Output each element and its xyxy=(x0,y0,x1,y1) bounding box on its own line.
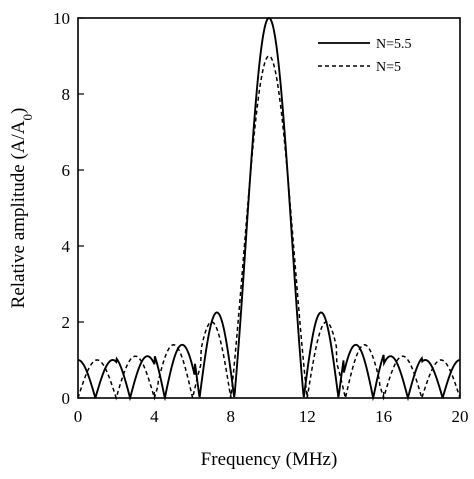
y-axis-title: Relative amplitude (A/A0) xyxy=(8,108,35,309)
series-line-n5 xyxy=(77,55,461,401)
plot-frame xyxy=(77,17,461,399)
legend-label-n5: N=5 xyxy=(376,60,401,75)
series-layer xyxy=(77,17,461,402)
y-tick-label: 6 xyxy=(62,161,71,180)
y-axis-title-subscript: 0 xyxy=(20,114,35,121)
x-tick-label: 4 xyxy=(150,407,159,426)
x-tick-label: 16 xyxy=(375,407,392,426)
x-tick-label: 8 xyxy=(227,407,236,426)
y-tick-label: 0 xyxy=(62,389,71,408)
y-tick-label: 8 xyxy=(62,85,71,104)
x-axis-title: Frequency (MHz) xyxy=(201,449,338,470)
x-tick-label: 0 xyxy=(74,407,83,426)
ticks-layer xyxy=(77,17,461,399)
y-axis-title-close: ) xyxy=(8,108,29,114)
y-tick-label: 2 xyxy=(62,313,71,332)
legend: N=5.5 N=5 xyxy=(318,37,412,75)
y-tick-label: 10 xyxy=(53,9,70,28)
y-tick-label: 4 xyxy=(62,237,71,256)
labels-layer: 0 4 8 12 16 20 0 2 4 6 8 10 xyxy=(53,9,469,426)
x-tick-label: 20 xyxy=(452,407,469,426)
x-tick-label: 12 xyxy=(299,407,316,426)
y-axis-title-main: Relative amplitude (A/A xyxy=(8,120,29,308)
legend-label-n55: N=5.5 xyxy=(376,37,412,52)
series-line-n55 xyxy=(77,17,461,402)
